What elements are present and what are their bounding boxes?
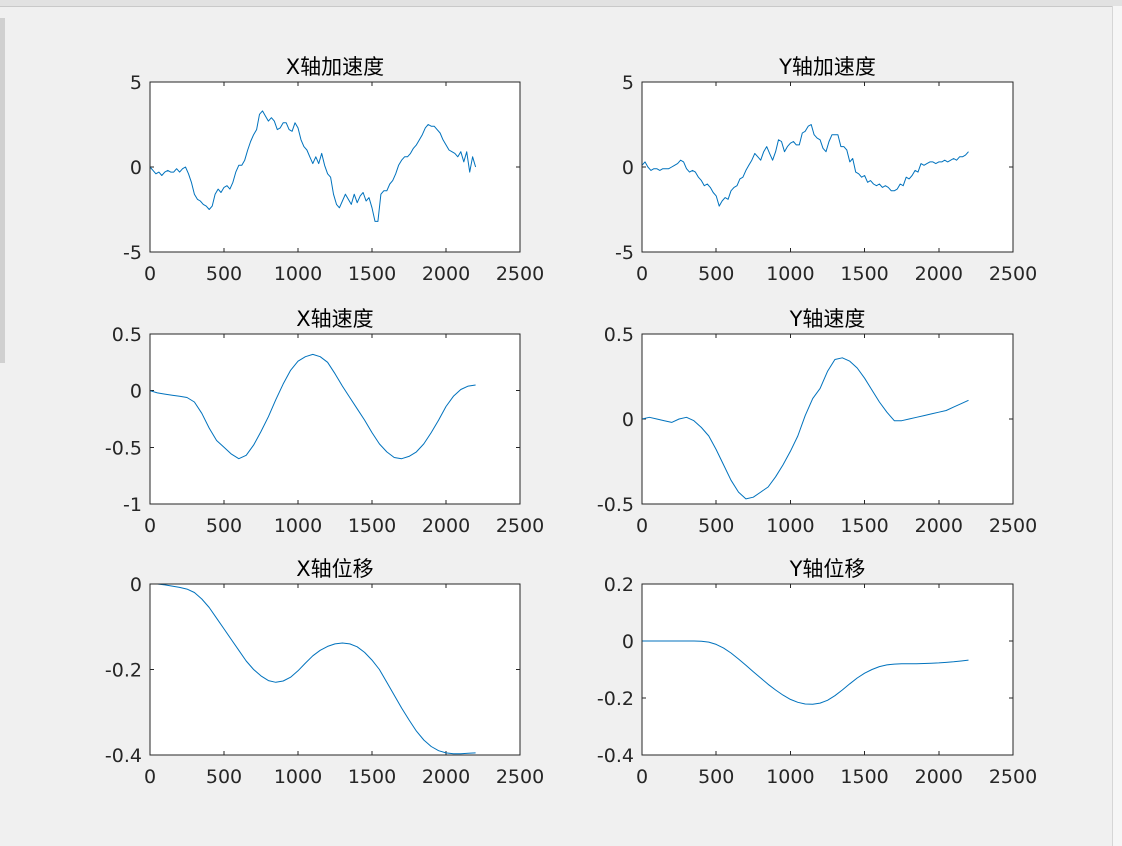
y-tick-label: 0 bbox=[130, 381, 142, 403]
x-tick-label: 2500 bbox=[496, 263, 544, 285]
series-line bbox=[641, 124, 969, 207]
plot-area bbox=[642, 334, 1013, 504]
subplot-6: Y轴位移 0 500 1000 1500 2000 2500 0.2 0 -0.2 -0.4 bbox=[597, 557, 1037, 788]
y-tick-label: 0.5 bbox=[112, 324, 142, 346]
x-tick-label: 0 bbox=[636, 515, 648, 537]
x-tick-label: 500 bbox=[206, 515, 242, 537]
subplot-3: X轴速度 0 500 1000 1500 2000 2500 0.5 0 -0.5 -1 bbox=[105, 307, 544, 537]
x-tick-label: 2500 bbox=[989, 263, 1037, 285]
axes-box bbox=[149, 583, 521, 756]
window-left-edge bbox=[0, 18, 5, 363]
x-tick-label: 1000 bbox=[274, 263, 322, 285]
y-tick-label: 0 bbox=[622, 631, 634, 653]
x-tick-label: 2000 bbox=[915, 263, 963, 285]
y-tick-label: -0.5 bbox=[105, 437, 142, 459]
plot-area bbox=[642, 584, 1013, 755]
y-tick-label: -0.2 bbox=[597, 688, 634, 710]
chart-title: Y轴位移 bbox=[789, 557, 866, 581]
chart-title: Y轴速度 bbox=[789, 307, 866, 331]
x-tick-label: 2000 bbox=[915, 515, 963, 537]
y-tick-label: 0 bbox=[130, 157, 142, 179]
x-tick-label: 0 bbox=[144, 766, 156, 788]
x-tick-label: 1000 bbox=[766, 263, 814, 285]
x-tick-label: 0 bbox=[144, 263, 156, 285]
axes-box bbox=[641, 333, 1014, 505]
x-tick-label: 0 bbox=[636, 263, 648, 285]
y-tick-label: -0.4 bbox=[105, 745, 142, 767]
series-line bbox=[641, 357, 969, 500]
window-right-edge bbox=[1112, 6, 1122, 846]
x-tick-label: 1000 bbox=[766, 766, 814, 788]
x-tick-label: 0 bbox=[144, 515, 156, 537]
series-line bbox=[150, 583, 476, 755]
x-tick-label: 1000 bbox=[274, 515, 322, 537]
x-tick-label: 1500 bbox=[840, 515, 888, 537]
x-tick-label: 0 bbox=[636, 766, 648, 788]
x-tick-label: 2000 bbox=[422, 263, 470, 285]
axes-box bbox=[641, 81, 1014, 253]
y-tick-label: 0 bbox=[622, 157, 634, 179]
x-tick-label: 1000 bbox=[274, 766, 322, 788]
series-line bbox=[149, 110, 477, 222]
x-tick-label: 500 bbox=[206, 766, 242, 788]
axes-box bbox=[641, 583, 1014, 756]
chart-title: X轴位移 bbox=[296, 557, 373, 581]
chart-title: X轴加速度 bbox=[286, 55, 384, 79]
x-tick-label: 1500 bbox=[348, 515, 396, 537]
y-tick-label: -5 bbox=[615, 242, 634, 264]
x-tick-label: 500 bbox=[206, 263, 242, 285]
y-tick-label: 0 bbox=[130, 574, 142, 596]
y-tick-label: -1 bbox=[123, 494, 142, 516]
x-tick-label: 2500 bbox=[989, 515, 1037, 537]
x-tick-label: 2500 bbox=[989, 766, 1037, 788]
x-tick-label: 1500 bbox=[840, 766, 888, 788]
x-tick-label: 2500 bbox=[496, 766, 544, 788]
plot-area bbox=[150, 584, 520, 755]
x-tick-label: 2500 bbox=[496, 515, 544, 537]
chart-title: Y轴加速度 bbox=[778, 55, 876, 79]
y-tick-label: -0.4 bbox=[597, 745, 634, 767]
y-tick-label: 5 bbox=[130, 72, 142, 94]
x-tick-label: 2000 bbox=[422, 766, 470, 788]
y-tick-label: -0.5 bbox=[597, 494, 634, 516]
x-tick-label: 500 bbox=[698, 263, 734, 285]
window-top-edge bbox=[0, 0, 1122, 7]
chart-title: X轴速度 bbox=[296, 307, 373, 331]
series-line bbox=[642, 640, 969, 705]
y-tick-label: 0.2 bbox=[604, 574, 634, 596]
x-tick-label: 2000 bbox=[915, 766, 963, 788]
y-tick-label: -5 bbox=[123, 242, 142, 264]
x-tick-label: 1000 bbox=[766, 515, 814, 537]
x-tick-label: 1500 bbox=[348, 766, 396, 788]
axes-box bbox=[149, 81, 521, 253]
x-tick-label: 500 bbox=[698, 766, 734, 788]
x-tick-label: 500 bbox=[698, 515, 734, 537]
x-tick-label: 1500 bbox=[348, 263, 396, 285]
y-tick-label: -0.2 bbox=[105, 660, 142, 682]
plot-area bbox=[150, 334, 520, 504]
y-tick-label: 0.5 bbox=[604, 324, 634, 346]
plot-area bbox=[150, 82, 520, 252]
subplot-5: X轴位移 0 500 1000 1500 2000 2500 0 -0.2 -0.4 bbox=[105, 557, 544, 788]
x-tick-label: 2000 bbox=[422, 515, 470, 537]
x-tick-label: 1500 bbox=[840, 263, 888, 285]
y-tick-label: 0 bbox=[622, 409, 634, 431]
y-tick-label: 5 bbox=[622, 72, 634, 94]
plot-area bbox=[642, 82, 1013, 252]
series-line bbox=[149, 353, 476, 460]
axes-box bbox=[149, 333, 521, 505]
